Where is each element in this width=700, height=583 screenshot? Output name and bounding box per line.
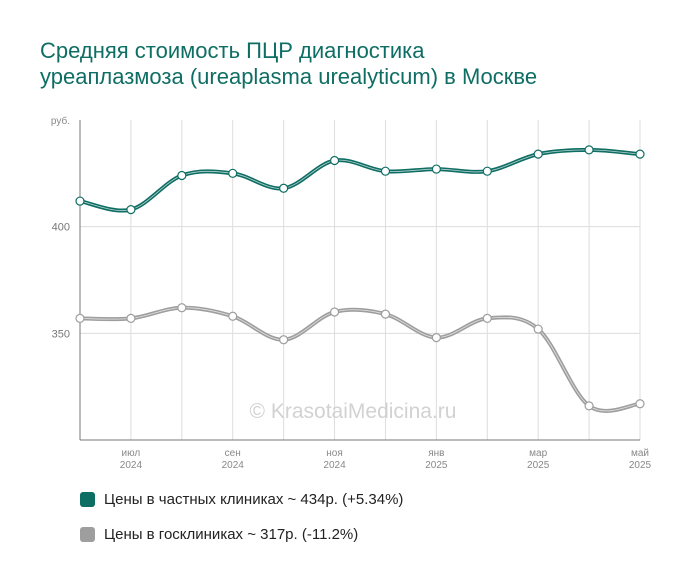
- y-tick-label: 350: [52, 328, 70, 340]
- watermark: © KrasotaiMedicina.ru: [250, 400, 457, 423]
- legend-label-private: Цены в частных клиниках ~ 434р. (+5.34%): [104, 491, 404, 508]
- data-point-public: [431, 333, 441, 343]
- data-point-public: [75, 313, 85, 323]
- data-point-private: [329, 155, 340, 166]
- x-tick-month: май: [631, 448, 649, 459]
- x-tick-year: 2024: [222, 460, 245, 471]
- x-tick-year: 2025: [425, 460, 448, 471]
- data-point-public: [533, 324, 543, 334]
- x-tick-month: мар: [529, 448, 547, 459]
- series-line-highlight-private: [79, 149, 641, 211]
- data-point-public: [228, 311, 238, 321]
- data-point-private: [177, 170, 187, 181]
- x-ticks: июл2024сен2024ноя2024янв2025мар2025май20…: [120, 448, 652, 471]
- legend-label-public: Цены в госклиниках ~ 317р. (-11.2%): [104, 526, 359, 543]
- legend-item-public[interactable]: Цены в госклиниках ~ 317р. (-11.2%): [80, 526, 358, 543]
- data-point-public: [126, 313, 136, 323]
- x-tick-year: 2024: [323, 460, 346, 471]
- x-tick-month: янв: [428, 448, 444, 459]
- data-point-private: [431, 164, 441, 174]
- data-point-public: [482, 313, 492, 323]
- chart-title: Средняя стоимость ПЦР диагностика уреапл…: [40, 38, 680, 90]
- data-point-public: [279, 335, 289, 345]
- data-point-private: [482, 166, 492, 176]
- data-point-private: [533, 149, 543, 159]
- legend-swatch-private: [80, 492, 95, 507]
- series-line-private: [78, 147, 642, 213]
- x-tick-year: 2024: [120, 460, 143, 471]
- x-tick-month: июл: [122, 448, 141, 459]
- data-point-public: [584, 401, 594, 411]
- y-tick-label: 400: [52, 222, 70, 234]
- x-tick-month: ноя: [326, 448, 343, 459]
- data-point-public: [380, 309, 391, 319]
- data-point-private: [279, 183, 289, 193]
- data-point-public: [635, 399, 645, 409]
- data-point-private: [75, 196, 85, 206]
- legend-swatch-public: [80, 527, 95, 542]
- legend-item-private[interactable]: Цены в частных клиниках ~ 434р. (+5.34%): [80, 491, 403, 508]
- chart-title-line-1: Средняя стоимость ПЦР диагностика: [40, 38, 425, 63]
- y-unit-label: руб.: [51, 115, 70, 127]
- y-ticks: 400 350: [52, 222, 70, 341]
- series-line-highlight-public: [79, 307, 641, 412]
- data-point-private: [635, 149, 645, 159]
- data-point-public: [329, 307, 340, 317]
- x-tick-month: сен: [225, 448, 241, 459]
- series-group: [75, 145, 645, 413]
- data-point-private: [126, 205, 136, 215]
- grid: [80, 120, 641, 440]
- x-tick-year: 2025: [629, 460, 652, 471]
- data-point-private: [380, 166, 391, 176]
- data-point-private: [584, 145, 594, 155]
- chart-title-line-2: уреаплазмоза (ureaplasma urealyticum) в …: [40, 64, 538, 89]
- x-tick-year: 2025: [527, 460, 550, 471]
- series-line-public: [78, 305, 642, 413]
- data-point-public: [177, 303, 187, 313]
- data-point-private: [228, 168, 238, 178]
